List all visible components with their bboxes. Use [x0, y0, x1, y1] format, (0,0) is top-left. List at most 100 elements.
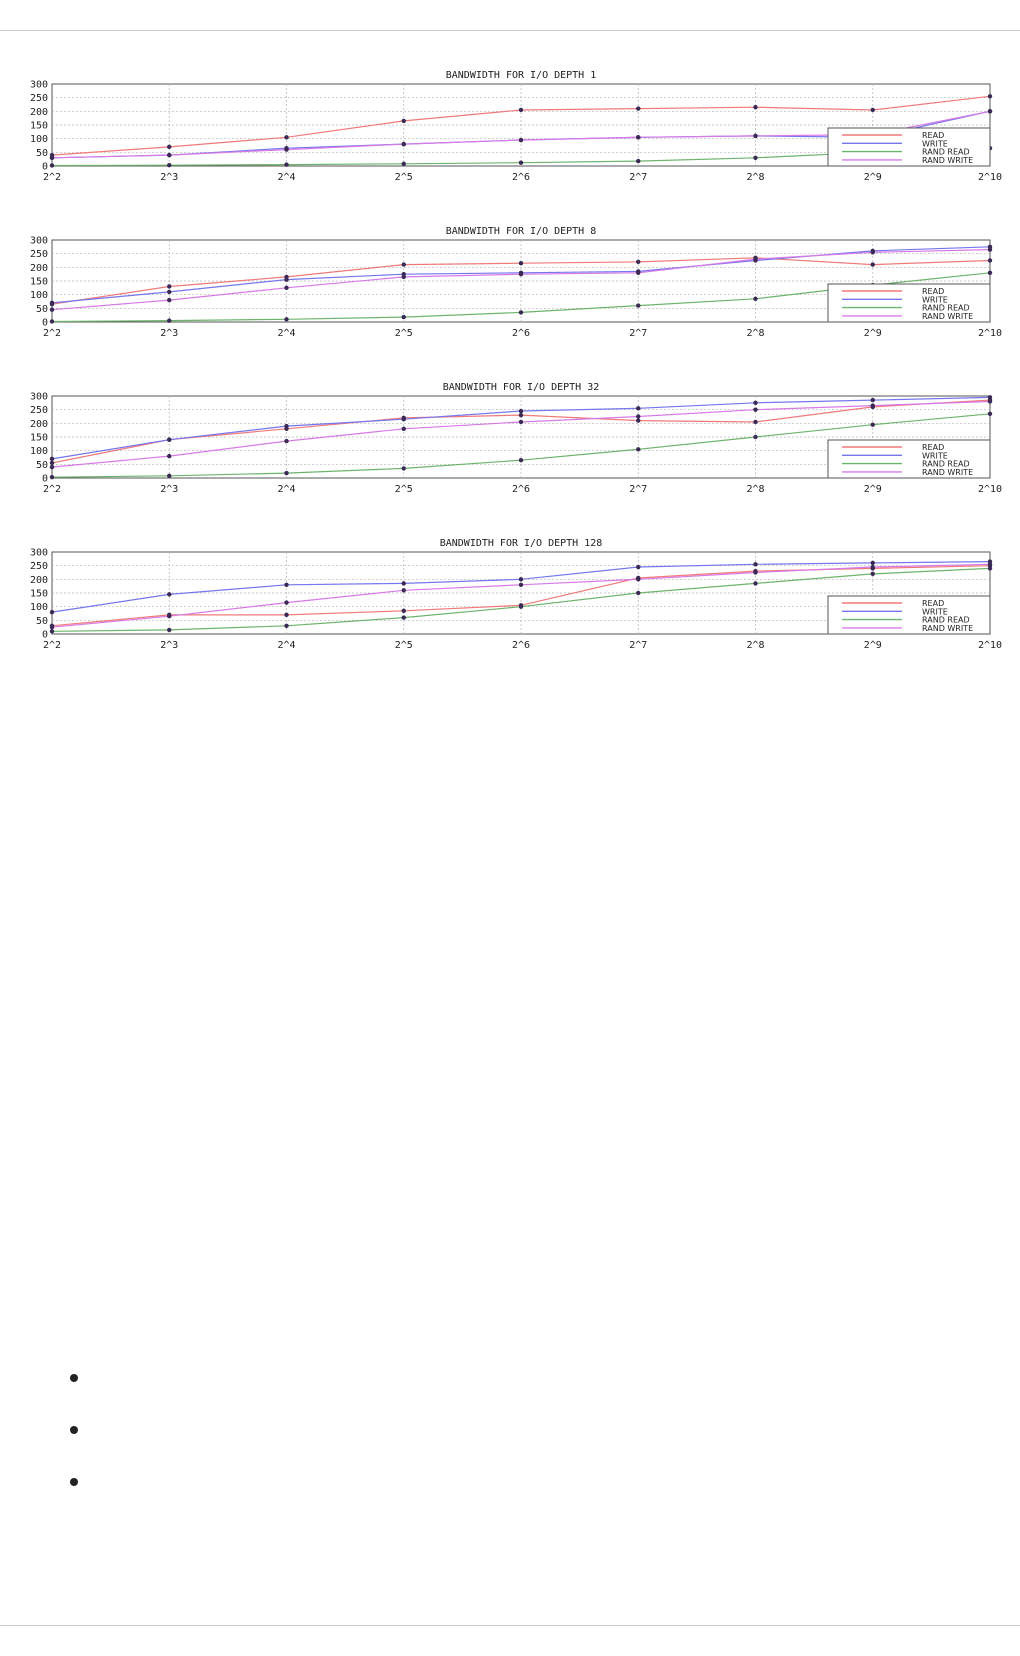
data-point — [636, 577, 641, 582]
data-point — [518, 271, 524, 277]
legend-label: READ — [922, 131, 944, 140]
data-point — [753, 562, 758, 567]
y-tick-label: 0 — [42, 630, 48, 641]
data-point — [870, 422, 875, 427]
y-tick-label: 200 — [30, 263, 48, 274]
data-point — [401, 262, 406, 267]
data-point — [753, 581, 758, 586]
y-tick-label: 100 — [30, 290, 48, 301]
top-divider — [0, 30, 1020, 31]
data-point — [518, 160, 524, 165]
y-tick-label: 250 — [30, 405, 48, 416]
data-point — [636, 590, 641, 596]
data-point — [167, 614, 172, 619]
y-tick-label: 250 — [30, 249, 48, 260]
x-tick-label: 2^9 — [864, 640, 882, 651]
data-point — [753, 133, 758, 139]
data-point — [284, 623, 289, 628]
y-tick-label: 50 — [36, 148, 48, 159]
data-point — [636, 270, 641, 275]
data-point — [284, 582, 289, 587]
data-point — [401, 466, 406, 471]
data-point — [167, 297, 172, 303]
data-point — [518, 408, 524, 414]
x-tick-label: 2^8 — [746, 328, 764, 339]
data-point — [167, 592, 172, 597]
data-point — [49, 609, 55, 615]
data-point — [518, 137, 524, 143]
x-tick-label: 2^6 — [512, 484, 530, 495]
data-point — [753, 434, 758, 440]
data-point — [870, 560, 875, 566]
chart-4: BANDWIDTH FOR I/O DEPTH 128 0 50 100 150 200 2… — [30, 538, 1002, 651]
data-point — [987, 395, 993, 400]
x-tick-label: 2^8 — [746, 172, 764, 183]
data-point — [518, 310, 524, 315]
data-point — [49, 464, 55, 470]
data-point — [284, 600, 289, 605]
data-point — [401, 141, 406, 147]
bullet-dot-icon — [70, 1426, 78, 1434]
data-point — [870, 250, 875, 255]
data-point — [753, 256, 758, 262]
data-point — [753, 419, 758, 425]
legend-label: READ — [922, 599, 944, 608]
data-point — [167, 318, 172, 323]
x-tick-label: 2^5 — [395, 328, 413, 339]
data-point — [401, 118, 406, 124]
data-point — [401, 426, 406, 431]
data-point — [284, 277, 289, 282]
y-tick-label: 200 — [30, 575, 48, 586]
data-point — [167, 152, 172, 158]
legend-label: READ — [922, 443, 944, 452]
x-tick-label: 2^7 — [629, 640, 647, 651]
x-tick-label: 2^8 — [746, 640, 764, 651]
data-point — [401, 274, 406, 280]
data-point — [753, 155, 758, 160]
x-tick-label: 2^2 — [43, 484, 61, 495]
data-point — [401, 608, 406, 613]
legend-label: WRITE — [922, 607, 948, 616]
data-point — [284, 470, 289, 476]
data-point — [987, 399, 993, 404]
bullet-dot-icon — [70, 1374, 78, 1382]
x-tick-label: 2^7 — [629, 484, 647, 495]
y-tick-label: 100 — [30, 134, 48, 145]
x-tick-label: 2^3 — [160, 328, 178, 339]
data-point — [401, 161, 406, 167]
x-tick-label: 2^6 — [512, 328, 530, 339]
x-tick-label: 2^4 — [277, 640, 295, 651]
data-point — [636, 418, 641, 423]
data-point — [401, 588, 406, 593]
data-point — [167, 627, 172, 633]
data-point — [167, 284, 172, 289]
data-point — [987, 566, 993, 571]
data-point — [518, 261, 524, 266]
x-tick-label: 2^2 — [43, 172, 61, 183]
legend-label: RAND READ — [922, 148, 970, 157]
data-point — [167, 437, 172, 442]
data-point — [636, 106, 641, 111]
data-point — [284, 423, 289, 429]
y-tick-label: 150 — [30, 277, 48, 288]
legend-label: WRITE — [922, 451, 948, 460]
chart-title: BANDWIDTH FOR I/O DEPTH 8 — [446, 226, 597, 237]
data-point — [870, 564, 875, 570]
data-point — [870, 403, 875, 408]
x-tick-label: 2^10 — [978, 172, 1002, 183]
data-point — [870, 107, 875, 113]
data-point — [870, 571, 875, 577]
data-point — [49, 163, 55, 168]
y-tick-label: 150 — [30, 433, 48, 444]
data-point — [518, 419, 524, 425]
legend-label: WRITE — [922, 139, 948, 148]
chart-3: BANDWIDTH FOR I/O DEPTH 32 0 50 100 150 200 25… — [30, 382, 1002, 495]
legend-label: READ — [922, 287, 944, 296]
y-tick-label: 0 — [42, 318, 48, 329]
data-point — [284, 147, 289, 152]
x-tick-label: 2^3 — [160, 640, 178, 651]
data-point — [636, 158, 641, 164]
legend-label: RAND WRITE — [922, 312, 973, 321]
x-tick-label: 2^5 — [395, 640, 413, 651]
data-point — [284, 612, 289, 618]
